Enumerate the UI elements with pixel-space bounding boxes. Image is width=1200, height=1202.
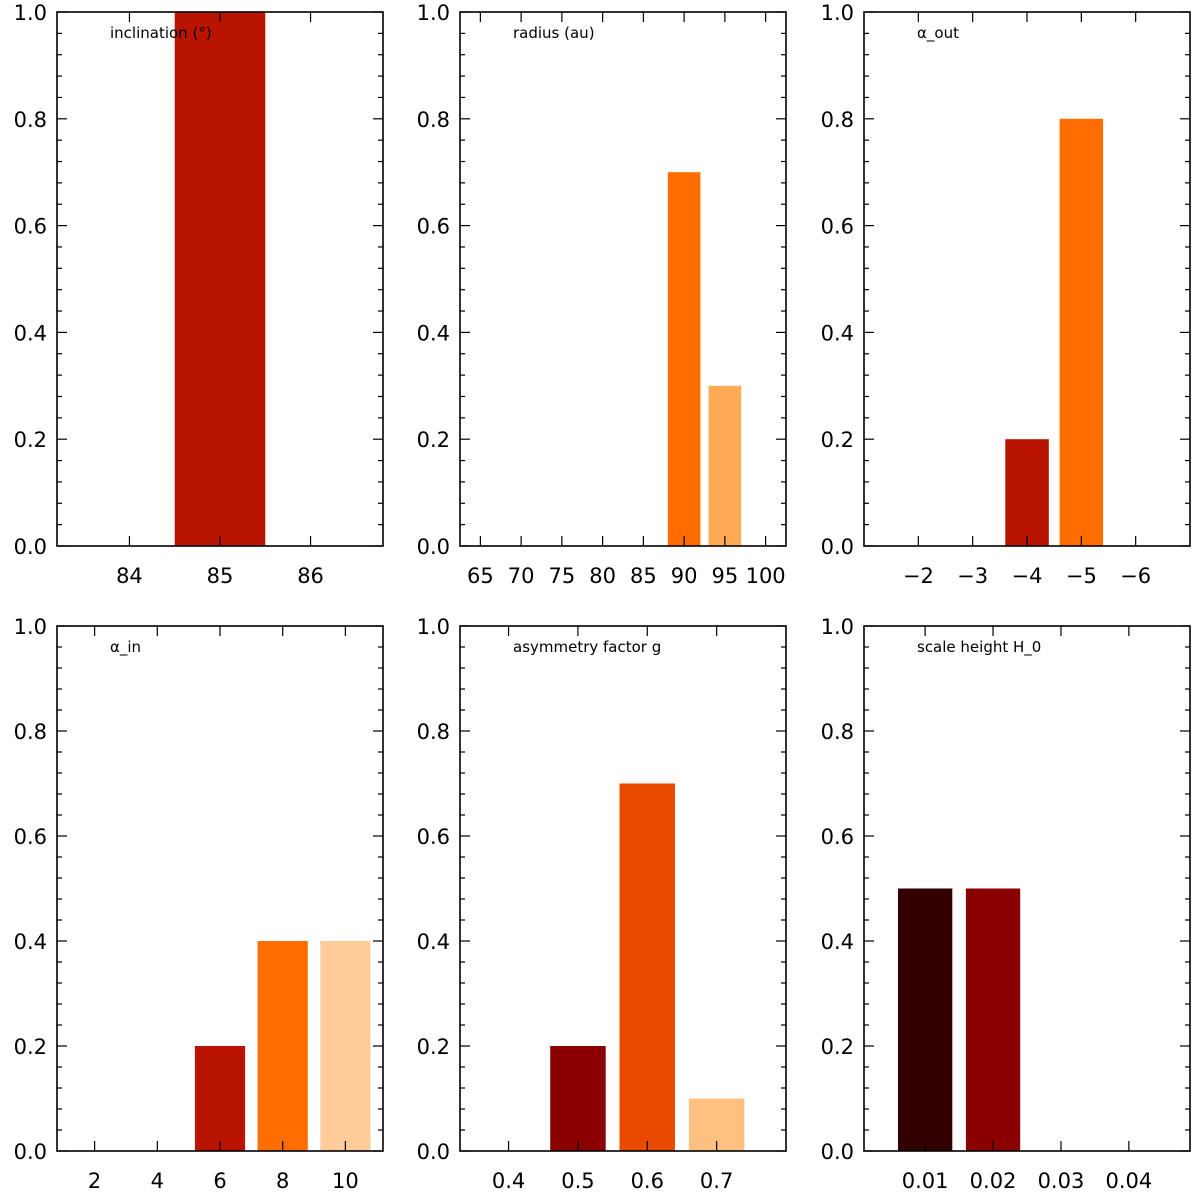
panel-title: asymmetry factor g bbox=[513, 638, 661, 656]
y-tick-label: 0.8 bbox=[417, 108, 450, 132]
bar bbox=[708, 385, 742, 546]
y-tick-label: 1.0 bbox=[417, 615, 450, 639]
panel-title: α_in bbox=[110, 638, 141, 657]
y-tick-label: 0.8 bbox=[821, 108, 854, 132]
bar bbox=[174, 12, 266, 546]
x-tick-label: 85 bbox=[630, 564, 657, 588]
panel-title: radius (au) bbox=[513, 24, 595, 42]
bar bbox=[619, 783, 675, 1151]
panel-title: scale height H_0 bbox=[917, 638, 1041, 657]
x-tick-label: 70 bbox=[508, 564, 535, 588]
x-tick-label: 6 bbox=[213, 1169, 226, 1193]
y-tick-label: 0.4 bbox=[417, 930, 450, 954]
x-tick-label: 10 bbox=[332, 1169, 359, 1193]
plot-frame bbox=[863, 625, 1191, 1152]
y-tick-label: 0.8 bbox=[14, 720, 47, 744]
y-tick-label: 0.6 bbox=[417, 215, 450, 239]
y-tick-label: 0.0 bbox=[821, 1140, 854, 1164]
y-tick-label: 0.0 bbox=[417, 535, 450, 559]
panel-scale-height: 0.0 0.2 0.4 0.6 0.8 1.0 0.01 0.02 0.03 0.04 scale … bbox=[821, 615, 1191, 1193]
panel-alpha-out: 0.0 0.2 0.4 0.6 0.8 1.0 −2 −3 −4 −5 −6 α_out bbox=[821, 1, 1191, 588]
x-tick-label: −2 bbox=[903, 564, 934, 588]
y-tick-label: 0.4 bbox=[821, 930, 854, 954]
plot-frame bbox=[459, 11, 787, 547]
panel-asymmetry: 0.0 0.2 0.4 0.6 0.8 1.0 0.4 0.5 0.6 0.7 asymmetry … bbox=[417, 615, 787, 1193]
y-tick-label: 1.0 bbox=[14, 1, 47, 25]
x-tick-label: −4 bbox=[1012, 564, 1043, 588]
x-tick-label: 95 bbox=[712, 564, 739, 588]
x-tick-label: 100 bbox=[746, 564, 786, 588]
x-tick-label: −5 bbox=[1066, 564, 1097, 588]
panel-inclination: 0.0 0.2 0.4 0.6 0.8 1.0 84 85 86 inclination (°) bbox=[14, 1, 384, 588]
y-tick-label: 0.0 bbox=[14, 1140, 47, 1164]
bar bbox=[550, 1046, 606, 1151]
y-tick-label: 0.2 bbox=[14, 1035, 47, 1059]
bar bbox=[1059, 118, 1104, 547]
y-tick-label: 0.6 bbox=[417, 825, 450, 849]
y-tick-label: 0.8 bbox=[417, 720, 450, 744]
bar bbox=[965, 888, 1021, 1151]
y-tick-label: 0.2 bbox=[821, 1035, 854, 1059]
y-tick-label: 1.0 bbox=[821, 1, 854, 25]
y-tick-label: 1.0 bbox=[14, 615, 47, 639]
x-tick-label: 75 bbox=[549, 564, 576, 588]
x-tick-label: 0.02 bbox=[970, 1169, 1017, 1193]
plot-frame bbox=[459, 625, 787, 1152]
x-tick-label: 84 bbox=[116, 564, 143, 588]
y-tick-label: 0.8 bbox=[14, 108, 47, 132]
x-tick-label: 4 bbox=[151, 1169, 164, 1193]
x-tick-label: 65 bbox=[467, 564, 494, 588]
y-tick-label: 0.6 bbox=[821, 215, 854, 239]
x-tick-label: 0.4 bbox=[492, 1169, 525, 1193]
x-tick-label: −3 bbox=[957, 564, 988, 588]
y-tick-label: 0.6 bbox=[14, 215, 47, 239]
x-tick-label: −6 bbox=[1120, 564, 1151, 588]
x-tick-label: 8 bbox=[276, 1169, 289, 1193]
y-tick-label: 0.4 bbox=[14, 321, 47, 345]
y-tick-label: 1.0 bbox=[417, 1, 450, 25]
x-tick-label: 86 bbox=[297, 564, 324, 588]
bar bbox=[257, 941, 308, 1151]
bar bbox=[194, 1046, 246, 1151]
y-tick-label: 0.4 bbox=[821, 321, 854, 345]
bar bbox=[667, 172, 701, 546]
panel-title: α_out bbox=[917, 24, 959, 43]
panel-title: inclination (°) bbox=[110, 24, 212, 42]
y-tick-label: 1.0 bbox=[821, 615, 854, 639]
panel-radius: 0.0 0.2 0.4 0.6 0.8 1.0 65 70 75 80 85 90 95 100 radiu… bbox=[417, 1, 787, 588]
y-tick-label: 0.0 bbox=[417, 1140, 450, 1164]
x-tick-label: 0.5 bbox=[561, 1169, 594, 1193]
y-tick-label: 0.6 bbox=[14, 825, 47, 849]
x-tick-label: 80 bbox=[589, 564, 616, 588]
x-tick-label: 0.04 bbox=[1105, 1169, 1152, 1193]
x-tick-label: 0.01 bbox=[902, 1169, 949, 1193]
x-tick-label: 85 bbox=[207, 564, 234, 588]
x-tick-label: 0.7 bbox=[700, 1169, 733, 1193]
bar bbox=[898, 888, 953, 1151]
y-tick-label: 0.2 bbox=[417, 428, 450, 452]
y-tick-label: 0.2 bbox=[14, 428, 47, 452]
bar bbox=[1005, 439, 1049, 546]
y-tick-label: 0.4 bbox=[417, 321, 450, 345]
y-tick-label: 0.8 bbox=[821, 720, 854, 744]
y-tick-label: 0.0 bbox=[821, 535, 854, 559]
y-tick-label: 0.2 bbox=[821, 428, 854, 452]
x-tick-label: 0.6 bbox=[631, 1169, 664, 1193]
y-tick-label: 0.4 bbox=[14, 930, 47, 954]
panel-alpha-in: 0.0 0.2 0.4 0.6 0.8 1.0 2 4 6 8 10 α_in bbox=[14, 615, 384, 1193]
x-tick-label: 2 bbox=[88, 1169, 101, 1193]
y-tick-label: 0.0 bbox=[14, 535, 47, 559]
x-tick-label: 0.03 bbox=[1038, 1169, 1085, 1193]
y-tick-label: 0.6 bbox=[821, 825, 854, 849]
bar bbox=[320, 941, 371, 1151]
x-tick-label: 90 bbox=[671, 564, 698, 588]
y-tick-label: 0.2 bbox=[417, 1035, 450, 1059]
